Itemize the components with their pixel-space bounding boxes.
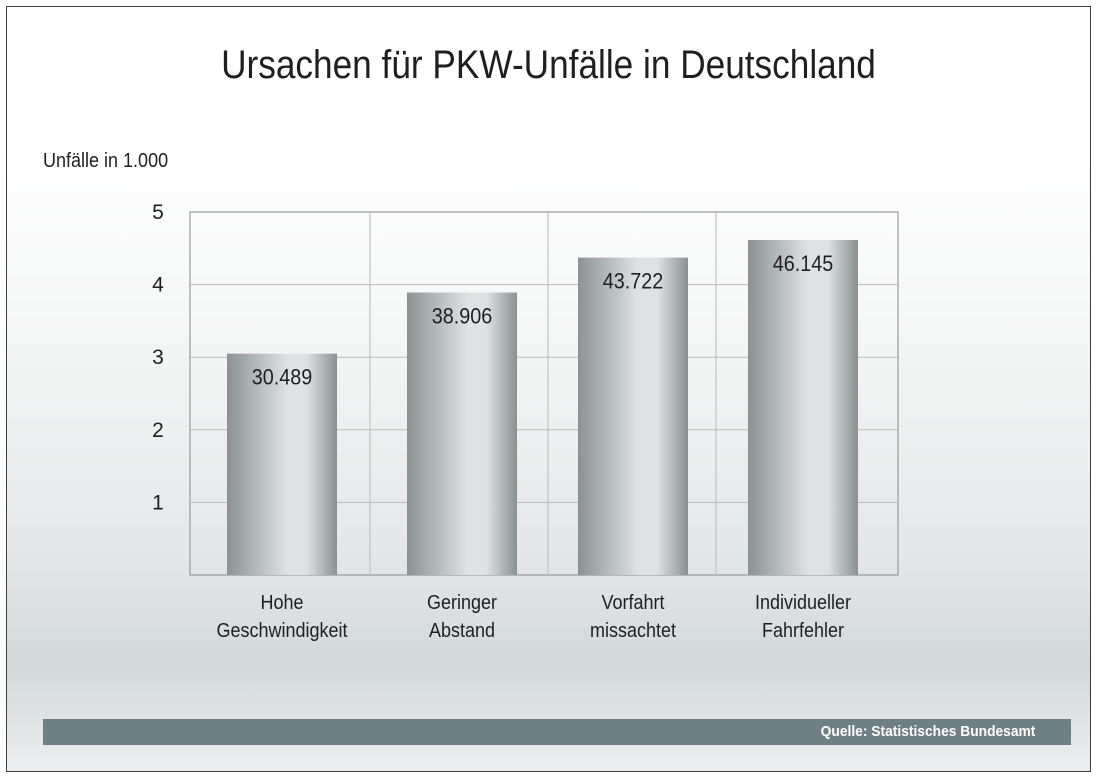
plot-area xyxy=(189,211,899,576)
y-tick-label: 4 xyxy=(152,274,164,297)
x-tick-label: Geschwindigkeit xyxy=(217,620,349,642)
bar xyxy=(407,292,517,575)
x-tick-label: Individueller xyxy=(755,592,852,614)
x-tick-label: Hohe xyxy=(260,592,303,614)
source-bar: Quelle: Statistisches Bundesamt xyxy=(43,719,1071,745)
y-tick-label: 2 xyxy=(152,419,164,442)
bar xyxy=(748,239,858,575)
x-tick-label: missachtet xyxy=(590,620,677,642)
y-tick-label: 5 xyxy=(152,201,164,224)
x-tick-label: Vorfahrt xyxy=(601,592,665,614)
x-tick-label: Geringer xyxy=(427,592,498,614)
source-text: Quelle: Statistisches Bundesamt xyxy=(820,723,1035,740)
bar xyxy=(227,353,337,575)
bar xyxy=(578,257,688,575)
data-label: 43.722 xyxy=(603,270,664,294)
x-tick-label: Abstand xyxy=(429,620,495,642)
y-tick-label: 3 xyxy=(152,346,164,369)
data-label: 46.145 xyxy=(773,252,834,276)
y-tick-label: 1 xyxy=(152,491,164,514)
x-tick-label: Fahrfehler xyxy=(762,620,845,642)
data-label: 38.906 xyxy=(432,305,493,329)
chart-title: Ursachen für PKW-Unfälle in Deutschland xyxy=(221,43,876,87)
y-axis-label: Unfälle in 1.000 xyxy=(43,150,169,172)
chart-frame: Ursachen für PKW-Unfälle in Deutschland … xyxy=(6,6,1091,772)
data-label: 30.489 xyxy=(252,366,313,390)
